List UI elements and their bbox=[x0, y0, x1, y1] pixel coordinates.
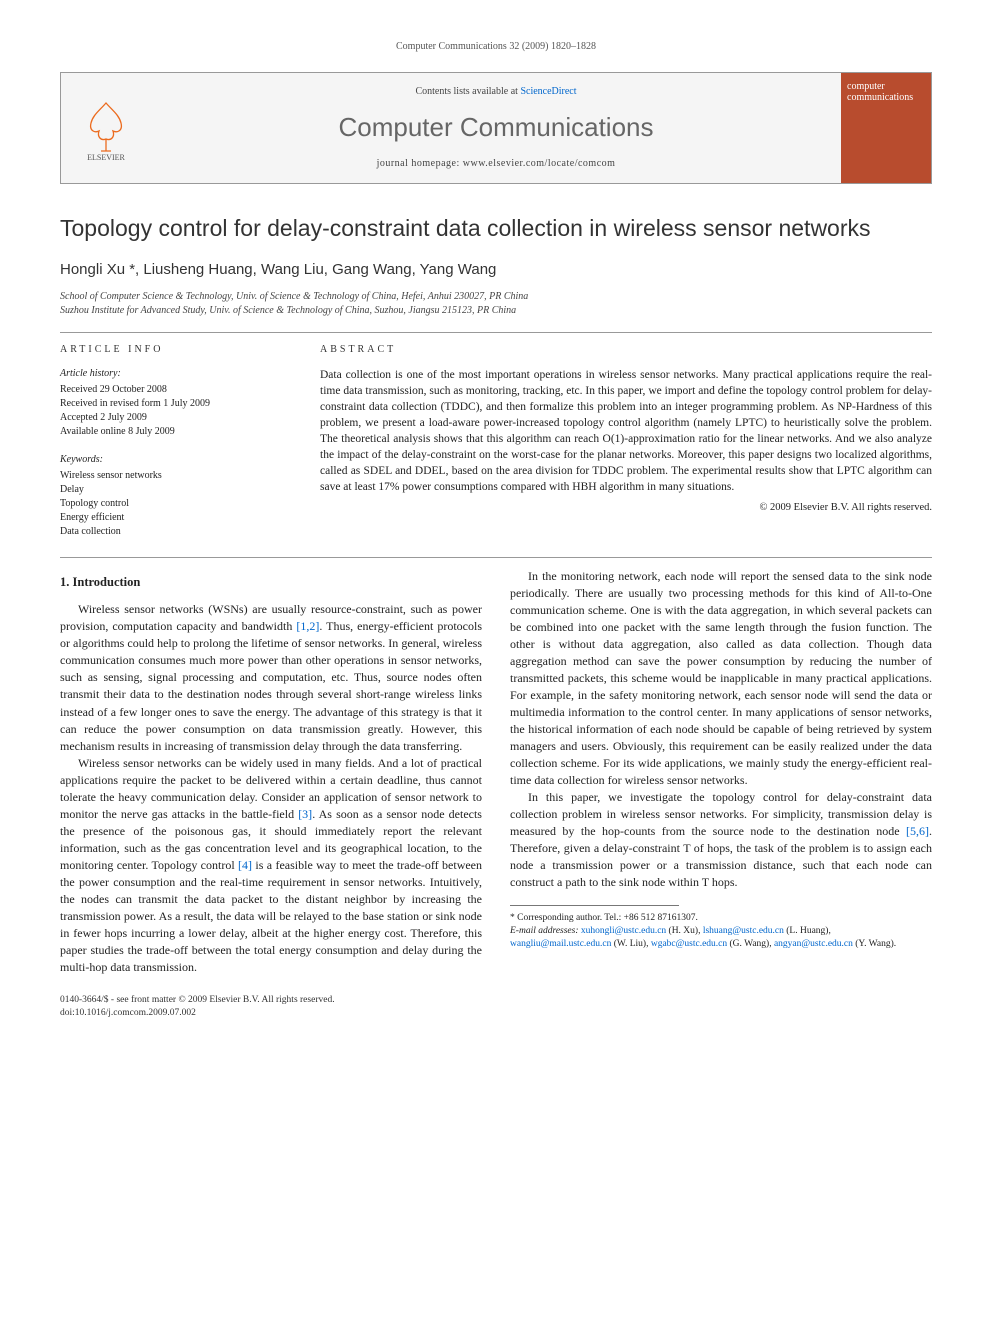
abstract-text: Data collection is one of the most impor… bbox=[320, 367, 932, 496]
body-paragraph: In the monitoring network, each node wil… bbox=[510, 568, 932, 789]
corresponding-author-note: * Corresponding author. Tel.: +86 512 87… bbox=[510, 912, 932, 925]
affiliations: School of Computer Science & Technology,… bbox=[60, 290, 932, 318]
journal-name: Computer Communications bbox=[161, 109, 831, 145]
history-line: Accepted 2 July 2009 bbox=[60, 411, 290, 425]
affiliation-line: School of Computer Science & Technology,… bbox=[60, 290, 932, 304]
journal-cover-thumb: computer communications bbox=[841, 73, 931, 183]
footnotes: * Corresponding author. Tel.: +86 512 87… bbox=[510, 912, 932, 950]
email-link[interactable]: wgabc@ustc.edu.cn bbox=[651, 939, 727, 949]
keyword: Topology control bbox=[60, 497, 290, 511]
section-heading: 1. Introduction bbox=[60, 574, 482, 592]
page-footer: 0140-3664/$ - see front matter © 2009 El… bbox=[60, 994, 932, 1020]
contents-available-line: Contents lists available at ScienceDirec… bbox=[161, 85, 831, 99]
keyword: Wireless sensor networks bbox=[60, 469, 290, 483]
citation-link[interactable]: [4] bbox=[238, 858, 252, 872]
elsevier-logo-cell: ELSEVIER bbox=[61, 73, 151, 183]
divider bbox=[60, 332, 932, 333]
article-info-heading: ARTICLE INFO bbox=[60, 343, 290, 357]
email-who: (G. Wang), bbox=[727, 939, 774, 949]
abstract-heading: ABSTRACT bbox=[320, 343, 932, 357]
doi-line: doi:10.1016/j.comcom.2009.07.002 bbox=[60, 1007, 932, 1020]
article-info-block: ARTICLE INFO Article history: Received 2… bbox=[60, 343, 290, 539]
email-link[interactable]: xuhongli@ustc.edu.cn bbox=[581, 926, 666, 936]
paper-title: Topology control for delay-constraint da… bbox=[60, 212, 932, 244]
cover-title-top: computer bbox=[847, 81, 925, 92]
svg-text:ELSEVIER: ELSEVIER bbox=[87, 153, 125, 162]
email-who: (W. Liu), bbox=[611, 939, 651, 949]
authors-line: Hongli Xu *, Liusheng Huang, Wang Liu, G… bbox=[60, 259, 932, 280]
email-link[interactable]: wangliu@mail.ustc.edu.cn bbox=[510, 939, 611, 949]
text-run: In this paper, we investigate the topolo… bbox=[510, 790, 932, 838]
keyword: Data collection bbox=[60, 525, 290, 539]
divider bbox=[60, 557, 932, 558]
citation-link[interactable]: [3] bbox=[298, 807, 312, 821]
contents-prefix: Contents lists available at bbox=[415, 86, 520, 97]
homepage-url[interactable]: www.elsevier.com/locate/comcom bbox=[463, 158, 616, 169]
section-number: 1. bbox=[60, 575, 69, 589]
email-link[interactable]: angyan@ustc.edu.cn bbox=[774, 939, 853, 949]
email-who: (L. Huang), bbox=[784, 926, 831, 936]
abstract-copyright: © 2009 Elsevier B.V. All rights reserved… bbox=[320, 501, 932, 516]
sciencedirect-link[interactable]: ScienceDirect bbox=[520, 86, 576, 97]
body-paragraph: In this paper, we investigate the topolo… bbox=[510, 789, 932, 891]
journal-banner: ELSEVIER Contents lists available at Sci… bbox=[60, 72, 932, 184]
banner-center: Contents lists available at ScienceDirec… bbox=[151, 73, 841, 183]
journal-homepage-line: journal homepage: www.elsevier.com/locat… bbox=[161, 157, 831, 171]
affiliation-line: Suzhou Institute for Advanced Study, Uni… bbox=[60, 304, 932, 318]
elsevier-tree-icon: ELSEVIER bbox=[71, 93, 141, 163]
citation-link[interactable]: [5,6] bbox=[906, 824, 929, 838]
header-citation: Computer Communications 32 (2009) 1820–1… bbox=[60, 40, 932, 54]
history-line: Received 29 October 2008 bbox=[60, 383, 290, 397]
abstract-block: ABSTRACT Data collection is one of the m… bbox=[320, 343, 932, 539]
email-label: E-mail addresses: bbox=[510, 926, 581, 936]
keywords-block: Keywords: Wireless sensor networks Delay… bbox=[60, 453, 290, 539]
info-abstract-row: ARTICLE INFO Article history: Received 2… bbox=[60, 343, 932, 539]
keyword: Energy efficient bbox=[60, 511, 290, 525]
front-matter-line: 0140-3664/$ - see front matter © 2009 El… bbox=[60, 994, 932, 1007]
email-addresses-line: E-mail addresses: xuhongli@ustc.edu.cn (… bbox=[510, 925, 932, 951]
text-run: is a feasible way to meet the trade-off … bbox=[60, 858, 482, 974]
text-run: In the monitoring network, each node wil… bbox=[510, 569, 932, 787]
text-run: . Thus, energy-efficient protocols or al… bbox=[60, 619, 482, 752]
footnote-divider bbox=[510, 905, 679, 906]
email-who: (H. Xu), bbox=[666, 926, 703, 936]
keyword: Delay bbox=[60, 483, 290, 497]
body-paragraph: Wireless sensor networks (WSNs) are usua… bbox=[60, 601, 482, 754]
history-heading: Article history: bbox=[60, 367, 290, 381]
body-two-column: 1. Introduction Wireless sensor networks… bbox=[60, 568, 932, 976]
email-who: (Y. Wang). bbox=[853, 939, 896, 949]
cover-title-bottom: communications bbox=[847, 92, 925, 103]
section-title: Introduction bbox=[73, 575, 141, 589]
email-link[interactable]: lshuang@ustc.edu.cn bbox=[703, 926, 784, 936]
citation-link[interactable]: [1,2] bbox=[296, 619, 319, 633]
history-line: Received in revised form 1 July 2009 bbox=[60, 397, 290, 411]
keywords-heading: Keywords: bbox=[60, 453, 290, 467]
body-paragraph: Wireless sensor networks can be widely u… bbox=[60, 755, 482, 976]
homepage-prefix: journal homepage: bbox=[377, 158, 463, 169]
history-line: Available online 8 July 2009 bbox=[60, 425, 290, 439]
footnote-block: * Corresponding author. Tel.: +86 512 87… bbox=[510, 905, 932, 950]
